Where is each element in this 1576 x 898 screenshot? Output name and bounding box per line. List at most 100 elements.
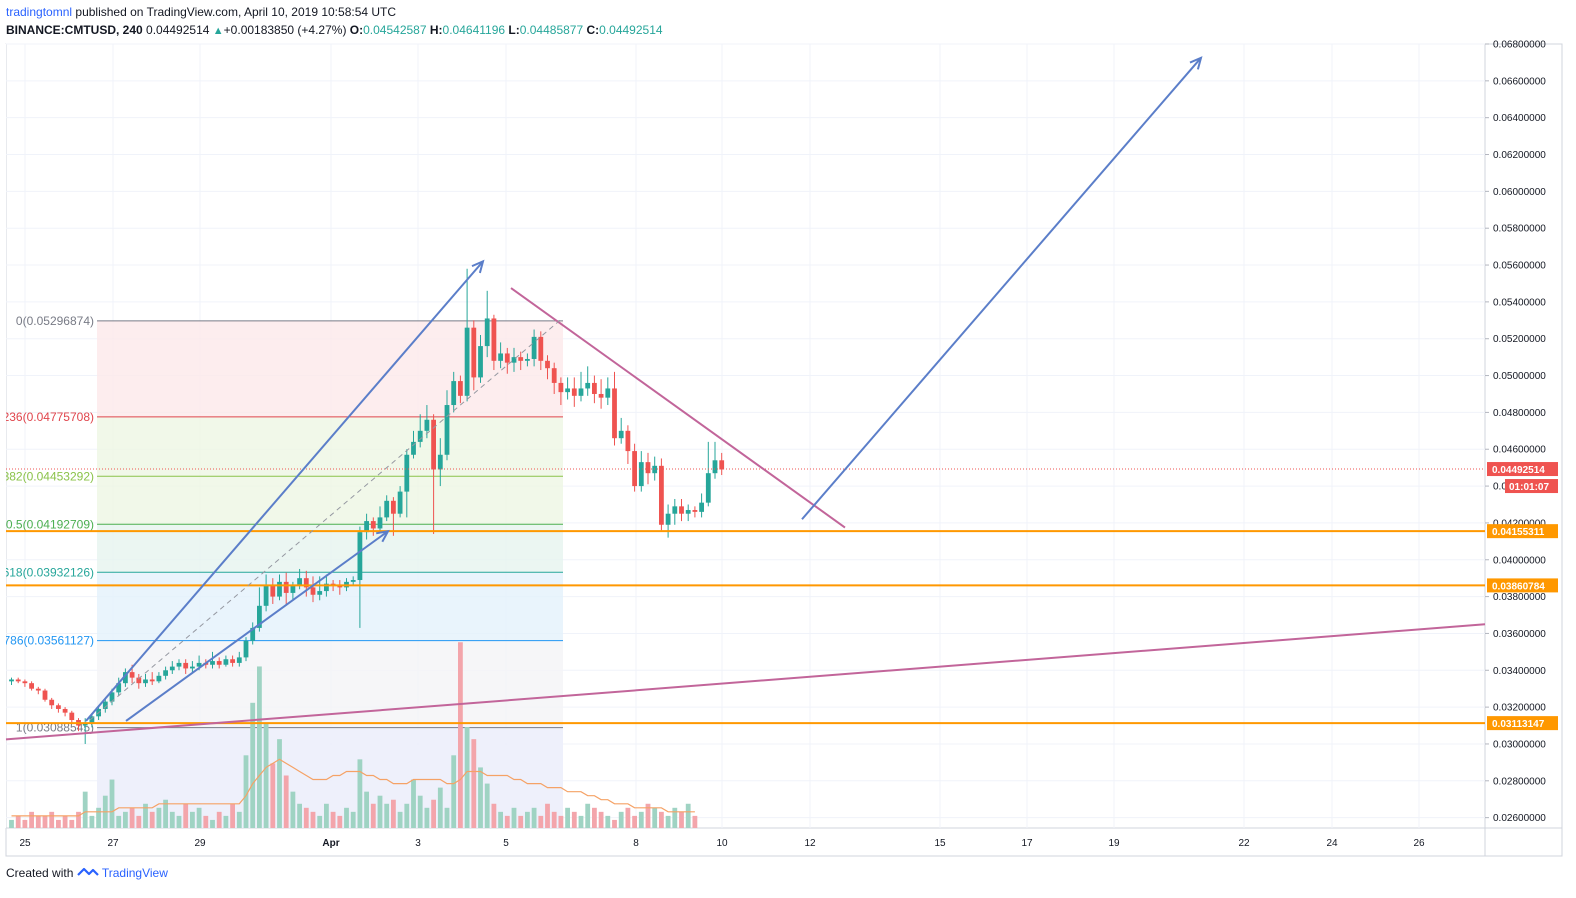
tradingview-brand[interactable]: TradingView xyxy=(101,866,168,880)
last-price: 0.04492514 xyxy=(146,23,210,37)
volume-bar xyxy=(143,803,148,828)
y-tick-label: 0.04600000 xyxy=(1493,445,1546,456)
volume-bar xyxy=(69,819,75,828)
y-tick-label: 0.05400000 xyxy=(1493,297,1546,308)
candle-body xyxy=(525,358,530,361)
descending-trend-line xyxy=(510,287,846,529)
candle-body xyxy=(49,699,55,706)
x-tick-label: 24 xyxy=(1326,838,1338,849)
candle-body xyxy=(578,388,584,396)
dashed-trend-line xyxy=(89,319,561,721)
volume-bar xyxy=(665,815,671,828)
candle-body xyxy=(357,532,363,581)
candle-body xyxy=(685,510,691,514)
volume-bar xyxy=(230,803,235,828)
candle-body xyxy=(659,465,664,525)
volume-bar xyxy=(56,819,61,828)
y-tick-label: 0.06600000 xyxy=(1493,76,1546,87)
y-tick-label: 0.02800000 xyxy=(1493,776,1546,787)
candle-body xyxy=(665,513,671,525)
volume-bar xyxy=(437,787,443,828)
volume-bar xyxy=(511,807,517,828)
volume-bar xyxy=(652,807,658,828)
volume-bar xyxy=(62,815,68,828)
publish-line: tradingtomnl published on TradingView.co… xyxy=(6,3,1206,21)
candle-body xyxy=(9,679,14,682)
x-tick-label: 8 xyxy=(633,838,639,849)
x-tick-label: 5 xyxy=(503,838,509,849)
volume-bar xyxy=(444,807,450,828)
candle-body xyxy=(538,336,544,361)
candle-body xyxy=(210,661,215,665)
channel-arrow-head xyxy=(376,529,390,543)
candle-body xyxy=(22,681,28,684)
fib-level-label: 0.236(0.04775708) xyxy=(0,410,94,424)
candle-body xyxy=(411,441,416,455)
candle-body xyxy=(324,583,329,592)
fib-level-label: 1(0.03088545) xyxy=(16,721,94,735)
volume-bar xyxy=(424,807,430,828)
created-with-text: Created with xyxy=(6,866,74,880)
target-arrow xyxy=(801,57,1202,520)
volume-bar xyxy=(163,799,168,828)
volume-bar xyxy=(344,807,349,828)
volume-bar xyxy=(598,811,604,828)
candle-body xyxy=(551,368,557,383)
volume-bar xyxy=(491,803,497,828)
candle-body xyxy=(102,701,108,709)
candle-body xyxy=(123,672,128,684)
candle-body xyxy=(498,353,503,361)
x-tick-label: 27 xyxy=(107,838,119,849)
candle-body xyxy=(692,510,698,512)
volume-bar xyxy=(645,803,651,828)
candle-body xyxy=(277,581,282,597)
volume-bar xyxy=(384,803,390,828)
support-level-badge xyxy=(1487,716,1558,731)
candle-body xyxy=(464,327,470,396)
volume-bar xyxy=(498,811,503,828)
candle-body xyxy=(424,419,430,431)
volume-bar xyxy=(391,799,396,828)
candle-body xyxy=(35,688,41,691)
volume-bar xyxy=(471,739,477,828)
candle-body xyxy=(491,318,497,361)
x-tick-label: 25 xyxy=(19,838,31,849)
candle-body xyxy=(679,506,684,514)
volume-bar xyxy=(632,815,637,828)
ohlc-legend: BINANCE:CMTUSD, 240 0.04492514 ▲+0.00183… xyxy=(6,21,1206,40)
candle-body xyxy=(518,357,524,361)
y-tick-label: 0.06000000 xyxy=(1493,187,1546,198)
volume-bar xyxy=(404,803,410,828)
candle-body xyxy=(250,627,256,641)
high-value: 0.04641196 xyxy=(442,23,506,37)
author-link[interactable]: tradingtomnl xyxy=(6,5,73,19)
candle-body xyxy=(444,405,450,455)
candle-body xyxy=(89,716,95,724)
volume-bar xyxy=(82,791,88,828)
symbol-label[interactable]: BINANCE:CMTUSD, 240 xyxy=(6,23,143,37)
x-tick-label: 22 xyxy=(1238,838,1250,849)
open-value: 0.04542587 xyxy=(363,23,427,37)
candle-body xyxy=(350,580,356,582)
x-tick-label: 29 xyxy=(194,838,206,849)
candle-body xyxy=(397,491,403,514)
volume-bar xyxy=(685,803,691,828)
y-tick-label: 0.04000000 xyxy=(1493,555,1546,566)
support-level-label: 0.04155311 xyxy=(1492,527,1545,538)
candle-body xyxy=(303,578,309,588)
candle-body xyxy=(15,679,21,682)
y-tick-label: 0.03200000 xyxy=(1493,703,1546,714)
volume-bar xyxy=(545,803,550,828)
y-tick-label: 0.05200000 xyxy=(1493,334,1546,345)
candle-body xyxy=(143,679,148,684)
support-level-badge xyxy=(1487,578,1558,593)
volume-bar xyxy=(136,815,142,828)
volume-bar xyxy=(625,807,631,828)
volume-bar xyxy=(156,807,162,828)
last-price-label: 0.04492514 xyxy=(1492,465,1545,476)
y-tick-label: 0.03400000 xyxy=(1493,666,1546,677)
candle-body xyxy=(451,381,457,406)
low-label: L: xyxy=(508,23,520,37)
candle-body xyxy=(216,661,222,665)
